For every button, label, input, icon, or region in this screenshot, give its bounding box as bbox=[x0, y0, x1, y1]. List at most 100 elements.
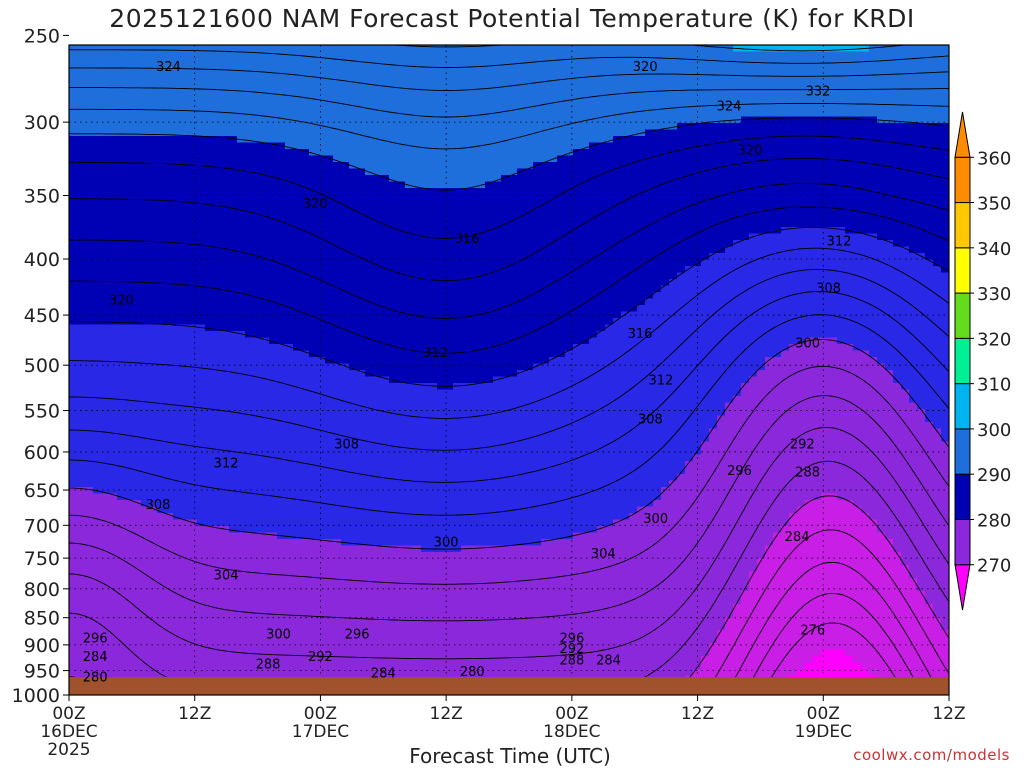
field-cell bbox=[581, 188, 590, 196]
field-cell bbox=[333, 84, 342, 92]
field-cell bbox=[813, 201, 822, 209]
field-cell bbox=[525, 253, 534, 261]
field-cell bbox=[941, 201, 949, 209]
field-cell bbox=[629, 331, 638, 339]
field-cell bbox=[909, 259, 918, 267]
field-cell bbox=[125, 181, 134, 189]
field-cell bbox=[101, 149, 110, 157]
field-cell bbox=[301, 77, 310, 85]
field-cell bbox=[469, 64, 478, 72]
field-cell bbox=[277, 253, 286, 261]
field-cell bbox=[797, 45, 806, 53]
field-cell bbox=[541, 129, 550, 137]
field-cell bbox=[357, 266, 366, 274]
field-cell bbox=[149, 155, 158, 163]
field-cell bbox=[365, 64, 374, 72]
field-cell bbox=[333, 233, 342, 241]
field-cell bbox=[909, 123, 918, 131]
field-cell bbox=[365, 188, 374, 196]
field-cell bbox=[421, 227, 430, 235]
field-cell bbox=[85, 194, 94, 202]
field-cell bbox=[757, 285, 766, 293]
field-cell bbox=[701, 201, 710, 209]
field-cell bbox=[669, 110, 678, 118]
field-cell bbox=[829, 129, 838, 137]
field-cell bbox=[925, 168, 934, 176]
field-cell bbox=[837, 272, 846, 280]
field-cell bbox=[541, 77, 550, 85]
field-cell bbox=[421, 168, 430, 176]
field-cell bbox=[293, 220, 302, 228]
field-cell bbox=[157, 123, 166, 131]
field-cell bbox=[861, 201, 870, 209]
field-cell bbox=[501, 246, 510, 254]
field-cell bbox=[533, 194, 542, 202]
field-cell bbox=[389, 285, 398, 293]
field-cell bbox=[341, 337, 350, 345]
field-cell bbox=[685, 155, 694, 163]
field-cell bbox=[893, 168, 902, 176]
field-cell bbox=[501, 110, 510, 118]
field-cell bbox=[717, 305, 726, 313]
field-cell bbox=[125, 103, 134, 111]
field-cell bbox=[365, 181, 374, 189]
field-cell bbox=[453, 77, 462, 85]
field-cell bbox=[557, 97, 566, 105]
field-cell bbox=[709, 155, 718, 163]
field-cell bbox=[269, 77, 278, 85]
field-cell bbox=[477, 168, 486, 176]
field-cell bbox=[93, 181, 102, 189]
field-cell bbox=[149, 292, 158, 300]
field-cell bbox=[629, 90, 638, 98]
field-cell bbox=[141, 45, 150, 53]
field-cell bbox=[357, 71, 366, 79]
field-cell bbox=[205, 259, 214, 267]
field-cell bbox=[765, 240, 774, 248]
field-cell bbox=[829, 214, 838, 222]
field-cell bbox=[69, 58, 78, 66]
field-cell bbox=[357, 331, 366, 339]
field-cell bbox=[733, 233, 742, 241]
field-cell bbox=[133, 227, 142, 235]
field-cell bbox=[389, 45, 398, 53]
field-cell bbox=[461, 58, 470, 66]
field-cell bbox=[269, 331, 278, 339]
field-cell bbox=[405, 129, 414, 137]
field-cell bbox=[629, 194, 638, 202]
field-cell bbox=[261, 266, 270, 274]
field-cell bbox=[269, 84, 278, 92]
field-cell bbox=[909, 155, 918, 163]
field-cell bbox=[373, 84, 382, 92]
field-cell bbox=[437, 123, 446, 131]
field-cell bbox=[117, 136, 126, 144]
field-cell bbox=[277, 149, 286, 157]
field-cell bbox=[573, 298, 582, 306]
field-cell bbox=[797, 324, 806, 332]
field-cell bbox=[677, 246, 686, 254]
field-cell bbox=[77, 292, 86, 300]
field-cell bbox=[181, 97, 190, 105]
field-cell bbox=[733, 194, 742, 202]
field-cell bbox=[69, 246, 78, 254]
field-cell bbox=[477, 51, 486, 59]
field-cell bbox=[469, 311, 478, 319]
field-cell bbox=[229, 123, 238, 131]
field-cell bbox=[885, 279, 894, 287]
field-cell bbox=[229, 58, 238, 66]
field-cell bbox=[573, 318, 582, 326]
field-cell bbox=[325, 331, 334, 339]
field-cell bbox=[757, 227, 766, 235]
field-cell bbox=[437, 292, 446, 300]
field-cell bbox=[893, 84, 902, 92]
field-cell bbox=[741, 194, 750, 202]
field-cell bbox=[405, 123, 414, 131]
field-cell bbox=[133, 110, 142, 118]
field-cell bbox=[477, 227, 486, 235]
field-cell bbox=[757, 97, 766, 105]
field-cell bbox=[933, 181, 942, 189]
field-cell bbox=[333, 246, 342, 254]
field-cell bbox=[213, 162, 222, 170]
field-cell bbox=[69, 97, 78, 105]
field-cell bbox=[365, 318, 374, 326]
